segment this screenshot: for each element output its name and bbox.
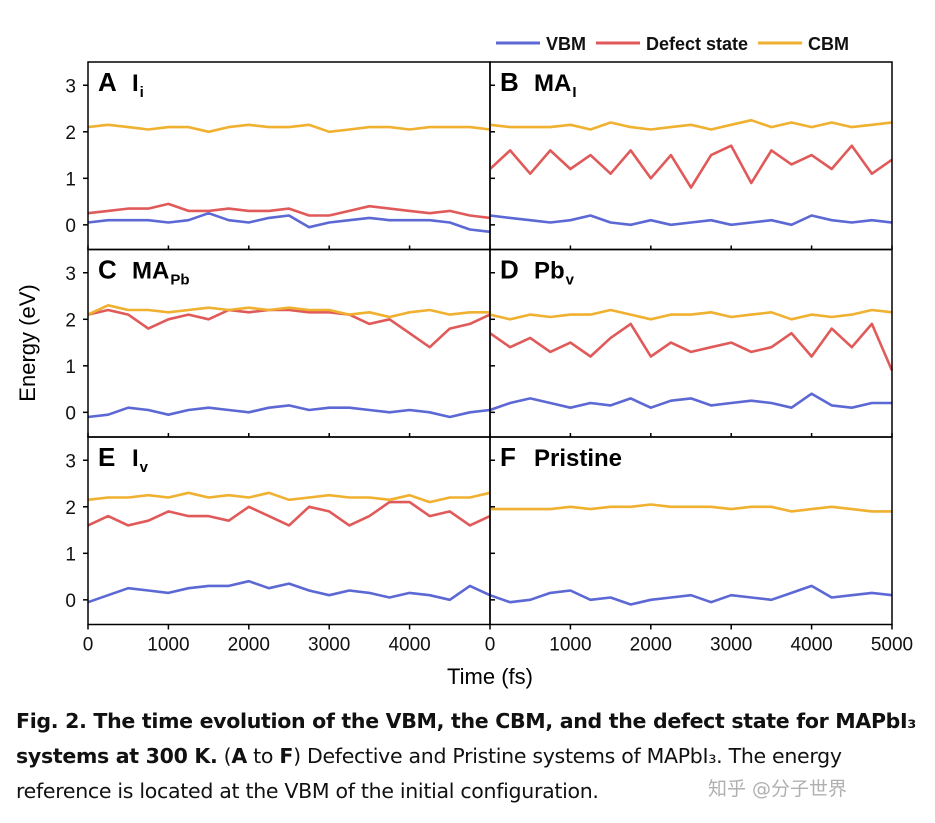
- y-axis-label: Energy (eV): [15, 284, 40, 401]
- series-line: [87, 500, 491, 527]
- panel-letter: A: [98, 67, 117, 97]
- legend-label: VBM: [546, 34, 586, 54]
- y-tick-label: 1: [65, 544, 76, 565]
- series-line: [87, 491, 491, 504]
- panel-title: MA: [534, 70, 571, 97]
- series-line: [87, 579, 491, 604]
- y-tick-label: 3: [65, 264, 76, 285]
- panel-subscript: Pb: [170, 272, 189, 289]
- y-tick-label: 0: [65, 591, 76, 612]
- panel-subscript: v: [566, 272, 575, 289]
- panel-subscript: I: [572, 84, 576, 101]
- panel-letter: E: [98, 442, 115, 472]
- caption-text: ) Defective and Pristine systems of MAPb…: [16, 744, 842, 803]
- y-tick-label: 3: [65, 76, 76, 97]
- series-line: [489, 392, 892, 412]
- panel-letter: D: [500, 255, 519, 285]
- panel-title: I: [132, 70, 139, 97]
- x-tick-label: 2000: [228, 635, 270, 656]
- x-tick-label: 3000: [710, 635, 752, 656]
- x-tick-label: 0: [83, 635, 94, 656]
- x-tick-label: 4000: [790, 635, 832, 656]
- series-line: [489, 118, 893, 131]
- y-tick-label: 0: [65, 216, 76, 237]
- caption-text: to: [246, 744, 280, 768]
- x-tick-label: 4000: [388, 635, 430, 656]
- panel-title: I: [132, 445, 139, 472]
- series-line: [490, 503, 892, 513]
- caption-text: A: [231, 744, 247, 768]
- series-line: [489, 322, 894, 372]
- panel-subscript: v: [140, 459, 149, 476]
- panel-title: Pristine: [534, 445, 622, 472]
- panel-title: Pb: [534, 258, 565, 285]
- series-line: [87, 308, 491, 349]
- y-tick-label: 2: [65, 310, 76, 331]
- panel-letter: F: [500, 442, 516, 472]
- series-line: [87, 211, 491, 234]
- watermark: 知乎 @分子世界: [708, 778, 848, 800]
- legend-label: CBM: [808, 34, 849, 54]
- series-line: [489, 308, 893, 321]
- panel-letter: B: [500, 67, 519, 97]
- panel-subscript: i: [140, 84, 144, 101]
- y-tick-label: 3: [65, 451, 76, 472]
- caption-bold: Fig. 2. The time evolution of the VBM, t…: [16, 709, 917, 768]
- series-line: [87, 304, 490, 319]
- panel-letter: C: [98, 255, 117, 285]
- series-line: [489, 584, 893, 606]
- panel-frame: [489, 436, 893, 626]
- series-line: [87, 123, 491, 134]
- y-tick-label: 2: [65, 498, 76, 519]
- panel-title: MA: [132, 258, 169, 285]
- x-tick-label: 5000: [871, 635, 913, 656]
- x-tick-label: 0: [485, 635, 496, 656]
- caption: Fig. 2. The time evolution of the VBM, t…: [16, 704, 926, 809]
- x-tick-label: 2000: [630, 635, 672, 656]
- y-tick-label: 1: [65, 357, 76, 378]
- y-tick-label: 2: [65, 123, 76, 144]
- caption-text: (: [223, 744, 232, 768]
- y-tick-label: 0: [65, 403, 76, 424]
- series-line: [489, 214, 893, 227]
- x-tick-label: 3000: [308, 635, 350, 656]
- x-tick-label: 1000: [549, 635, 591, 656]
- y-tick-label: 1: [65, 169, 76, 190]
- series-line: [87, 404, 491, 419]
- x-axis-label: Time (fs): [447, 664, 533, 689]
- series-line: [489, 144, 893, 189]
- chart: Energy (eV) Time (fs) VBM Defect state CBM…: [15, 34, 913, 689]
- series-line: [87, 202, 491, 220]
- x-tick-label: 1000: [147, 635, 189, 656]
- legend-label: Defect state: [646, 34, 748, 54]
- caption-text: F: [279, 744, 294, 768]
